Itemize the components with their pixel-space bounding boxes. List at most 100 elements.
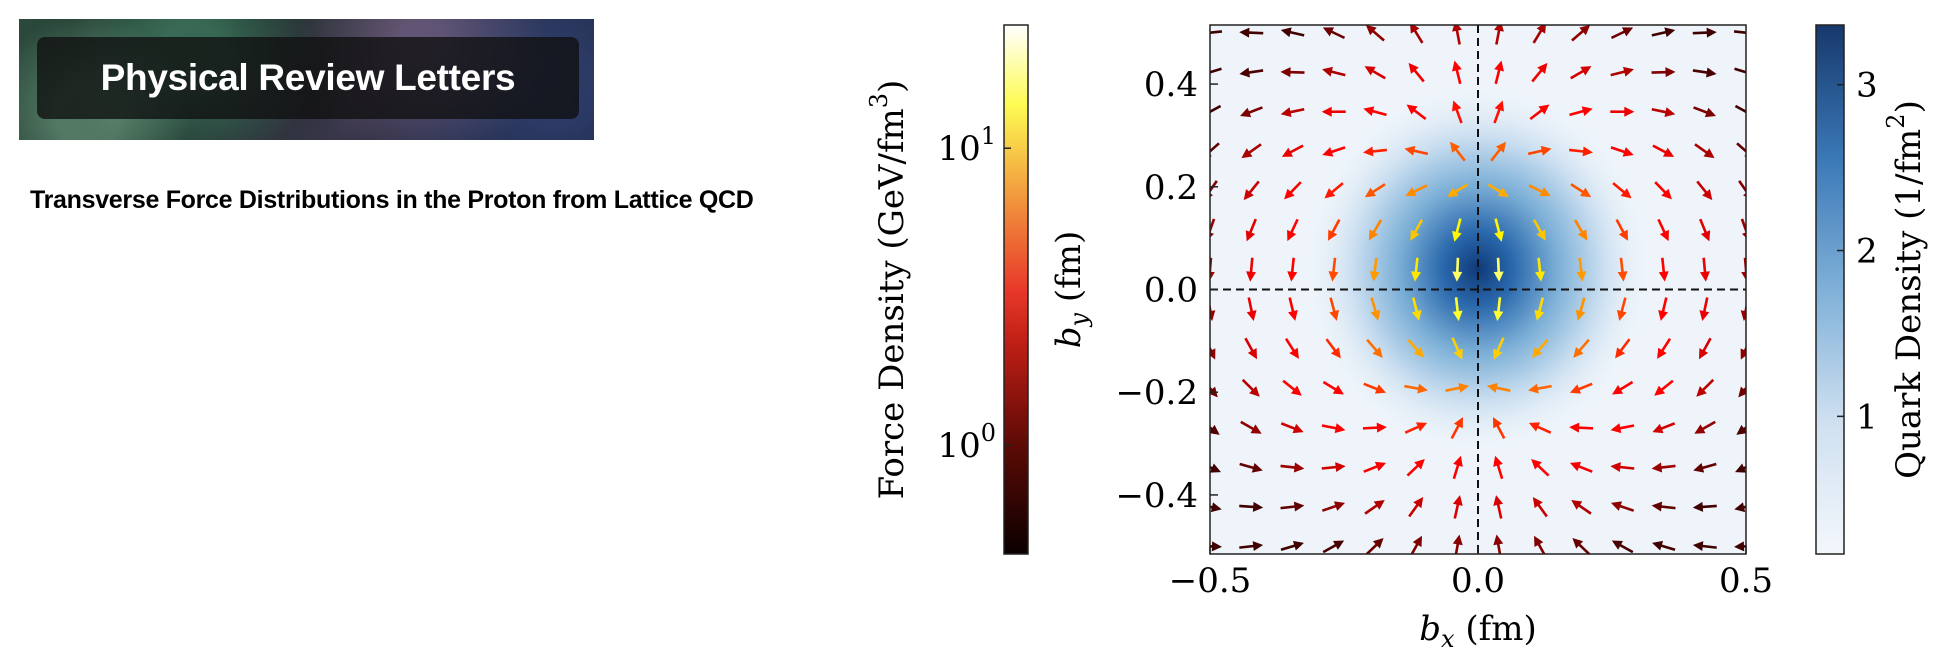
force-arrow [1531, 338, 1549, 358]
force-density-colorbar-label: Force Density (GeV/fm3) [865, 80, 912, 500]
force-arrow-head [1532, 497, 1543, 509]
force-arrow [1651, 107, 1676, 118]
force-arrow-head [1413, 497, 1424, 509]
force-arrow [1571, 25, 1591, 42]
force-arrow-head [1332, 385, 1344, 395]
force-arrow-head [1703, 148, 1715, 159]
force-arrow-head [1452, 100, 1462, 112]
force-arrow [1322, 66, 1346, 77]
force-arrow-shaft [1736, 142, 1746, 153]
force-arrow-head [1374, 461, 1387, 472]
journal-name: Physical Review Letters [100, 57, 516, 98]
force-arrow [1651, 462, 1676, 473]
force-arrow [1532, 25, 1546, 44]
force-arrow [1486, 382, 1511, 393]
force-arrow [1658, 297, 1668, 321]
force-arrow-head [1280, 67, 1291, 78]
force-arrow-head [1373, 499, 1385, 510]
force-arrow-head [1577, 229, 1588, 241]
force-arrow [1610, 66, 1634, 77]
force-arrow-head [1210, 271, 1215, 281]
force-arrow [1452, 257, 1463, 282]
force-arrow [1733, 28, 1757, 38]
force-arrow-shaft [1210, 180, 1218, 194]
force-arrow [1210, 67, 1222, 74]
force-arrow-head [1408, 62, 1419, 74]
force-arrow-head [1453, 455, 1463, 467]
force-arrow-head [1249, 386, 1260, 397]
force-arrow [1280, 67, 1305, 78]
force-arrow [1696, 180, 1713, 201]
force-arrow [1407, 338, 1425, 358]
force-arrow [1570, 66, 1592, 80]
force-arrow [1734, 67, 1746, 74]
y-tick-label: 0.2 [1144, 168, 1198, 208]
force-arrow-head [1243, 189, 1254, 201]
force-arrow [1366, 338, 1383, 358]
force-arrow-head [1698, 348, 1709, 360]
force-arrow-head [1415, 422, 1428, 432]
force-arrow-head [1694, 424, 1706, 434]
force-arrow [1692, 67, 1717, 78]
force-arrow [1410, 25, 1424, 44]
force-arrow-head [1493, 455, 1503, 467]
force-arrow-shaft [1210, 218, 1216, 235]
force-arrow-head [1741, 271, 1746, 281]
force-arrow-head [1615, 347, 1626, 359]
force-arrow-head [1699, 271, 1710, 282]
force-arrow [1244, 337, 1258, 360]
force-arrow-head [1741, 232, 1746, 238]
x-axis-label: bx (fm) [1419, 609, 1536, 653]
force-arrow [1369, 257, 1380, 282]
force-arrow [1451, 337, 1463, 360]
force-arrow [1692, 27, 1717, 38]
force-arrow-head [1210, 115, 1211, 118]
force-arrow [1404, 145, 1429, 156]
force-arrow [1410, 535, 1422, 554]
force-arrow-head [1493, 495, 1504, 506]
force-arrow [1406, 104, 1427, 121]
quark-density-colorbar-tick-label: 1 [1856, 397, 1878, 437]
force-arrow-head [1610, 423, 1622, 434]
force-arrow-head [1293, 501, 1305, 512]
force-arrow-head [1452, 310, 1463, 322]
force-arrow-head [1658, 271, 1669, 282]
force-arrow [1210, 463, 1221, 473]
force-arrow-head [1290, 385, 1302, 396]
force-arrow [1364, 183, 1386, 198]
journal-banner[interactable]: Physical Review Letters [19, 19, 594, 140]
force-arrow [1528, 422, 1552, 434]
force-arrow [1657, 218, 1669, 242]
force-arrow-shaft [1734, 104, 1746, 114]
force-arrow-head [1406, 104, 1418, 115]
force-arrow-head [1571, 499, 1583, 510]
force-arrow-head [1747, 28, 1757, 38]
force-arrow [1494, 218, 1504, 242]
force-arrow-head [1374, 384, 1387, 394]
force-arrow-head [1493, 271, 1504, 282]
force-arrow [1493, 257, 1504, 282]
force-arrow [1280, 422, 1304, 434]
force-arrow [1652, 540, 1676, 551]
y-tick-label: 0.0 [1144, 271, 1198, 311]
force-arrow [1535, 257, 1546, 282]
force-arrow-head [1280, 27, 1292, 38]
force-arrow-head [1623, 66, 1634, 77]
force-arrow-head [1280, 107, 1292, 118]
force-arrow-head [1738, 386, 1746, 398]
force-arrow-shaft [1210, 67, 1222, 74]
force-arrow [1210, 218, 1216, 238]
force-arrow [1694, 420, 1716, 434]
force-arrow-head [1654, 385, 1666, 396]
force-arrow [1280, 501, 1305, 512]
force-arrow [1449, 141, 1466, 162]
force-arrow [1611, 540, 1634, 554]
force-arrow-head [1664, 27, 1676, 38]
force-arrow [1328, 257, 1339, 282]
force-arrow-head [1321, 106, 1332, 117]
force-arrow-head [1497, 187, 1509, 197]
force-arrow-head [1210, 502, 1222, 513]
force-arrow [1694, 143, 1715, 159]
force-arrow [1494, 25, 1504, 45]
force-arrow-head [1540, 145, 1552, 156]
